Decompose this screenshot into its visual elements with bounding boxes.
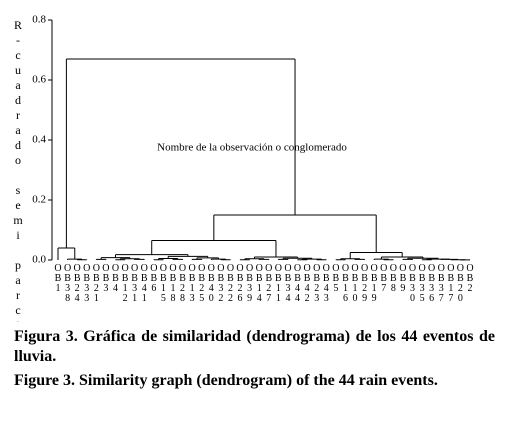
leaf-label: OB10 [350,263,361,303]
leaf-label: OB20 [455,263,466,303]
leaf-label: OB19 [369,263,380,303]
captions: Figura 3. Gráfica de similaridad (dendro… [0,327,507,391]
dendrogram-link [172,258,184,260]
leaf-label: OB3 [100,263,111,293]
leaf-label: OB1 [53,263,64,293]
leaf-label: OB14 [254,263,265,303]
leaf-label: OB22 [225,263,236,303]
leaf-label: OB2 [465,263,476,293]
leaf-label: OB28 [177,263,188,303]
leaf-label: OB37 [436,263,447,303]
leaf-label: OB17 [445,263,456,303]
dendrogram-link [354,258,366,260]
leaf-label: OB9 [397,263,408,293]
dendrogram-link [277,258,289,260]
leaf-label: OB27 [263,263,274,303]
dendrogram-link [134,258,145,260]
leaf-label: OB34 [282,263,293,303]
leaf-label: OB33 [81,263,92,303]
x-axis-label: Nombre de la observación o conglomerado [157,142,347,154]
leaf-label: OB13 [187,263,198,303]
dendrogram-link [191,258,203,260]
dendrogram-link [213,214,377,253]
leaf-label: OB40 [206,263,217,303]
leaf-label: OB39 [244,263,255,303]
leaf-label: OB18 [167,263,178,303]
dendrogram-link [95,258,107,260]
leaf-label: OB35 [417,263,428,303]
leaf-label: OB4 [110,263,121,293]
y-tick-label: 0.6 [32,74,46,86]
dendrogram-link [402,258,414,260]
leaf-label: OB38 [62,263,73,303]
leaf-label: OB11 [273,263,284,303]
leaf-label: OB16 [340,263,351,303]
leaf-label: OB23 [311,263,322,303]
leaf-label: OB32 [215,263,226,303]
caption: Figura 3. Gráfica de similaridad (dendro… [14,328,495,365]
leaf-label: OB43 [321,263,332,303]
leaf-label: OB44 [292,263,303,303]
leaf-label: OB29 [359,263,370,303]
leaf-label: OB21 [91,263,102,303]
leaf-label: OB8 [388,263,399,293]
leaf-label: OB31 [129,263,140,303]
chart: R-cuadrado semi parcial Nombre de la obs… [11,14,476,363]
leaf-label: OB30 [407,263,418,303]
dendrogram-link [65,58,296,248]
y-axis-label: R-cuadrado semi parcial [11,18,25,322]
dendrogram-link [349,252,403,259]
leaf-label: OB36 [426,263,437,303]
caption: Figure 3. Similarity graph (dendrogram) … [14,372,438,389]
leaf-label: OB41 [139,263,150,303]
leaf-label: OB26 [235,263,246,303]
leaf-label: OB12 [120,263,131,303]
leaf-label: OB7 [378,263,389,293]
y-tick-label: 0.2 [32,194,46,206]
leaf-label: OB5 [330,263,341,293]
y-tick-label: 0.4 [32,134,46,146]
dendrogram-link [258,258,270,260]
leaf-label: OB6 [148,263,159,293]
y-tick-label: 0.0 [32,254,46,266]
dendrogram-link [57,247,76,260]
leaf-label: OB25 [196,263,207,303]
leaf-label: OB24 [72,263,83,303]
leaf-label: OB15 [158,263,169,303]
leaf-label: OB42 [302,263,313,303]
y-tick-label: 0.8 [32,14,46,26]
